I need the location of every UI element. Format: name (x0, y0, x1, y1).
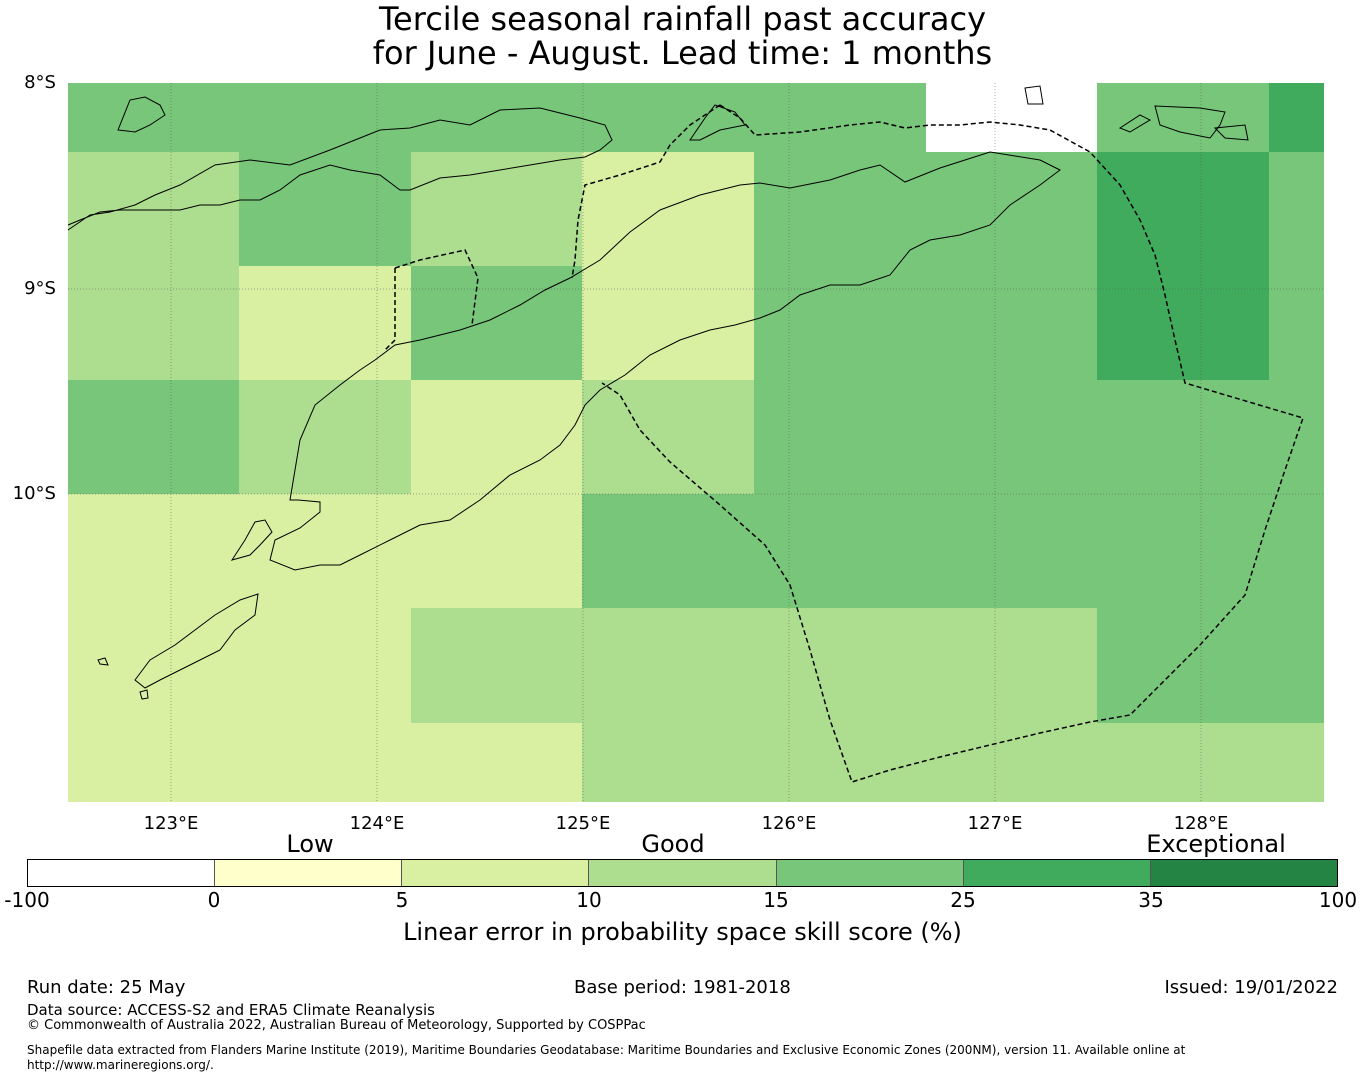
lon-label-128e: 128°E (1173, 813, 1229, 834)
grid-cell (239, 83, 411, 152)
colorbar-tick: 25 (950, 888, 976, 912)
coastline (67, 85, 1249, 700)
grid-cell (754, 608, 926, 723)
colorbar-segment (589, 860, 777, 886)
grid-cell (926, 380, 1097, 494)
copyright: © Commonwealth of Australia 2022, Austra… (27, 1018, 646, 1033)
grid-cell (1097, 152, 1269, 266)
grid-cell (1269, 83, 1324, 152)
shapefile-credit-line-1: Shapefile data extracted from Flanders M… (27, 1043, 1186, 1057)
colorbar-segment (28, 860, 216, 886)
grid-cell (1097, 83, 1269, 152)
grid-cell (754, 152, 926, 266)
grid-cell (411, 494, 582, 608)
lon-label-126e: 126°E (761, 813, 817, 834)
grid-cell (582, 608, 754, 723)
colorbar-tick: 0 (207, 888, 221, 912)
grid-cell (411, 152, 582, 266)
grid-cell (68, 266, 239, 380)
grid-cell (411, 723, 582, 802)
colorbar-label: Linear error in probability space skill … (403, 918, 962, 946)
grid-cell (754, 83, 926, 152)
grid-cell (1097, 266, 1269, 380)
grid-cell (754, 380, 926, 494)
skill-map (67, 83, 1324, 802)
category-low: Low (286, 830, 334, 858)
grid-cell (1269, 608, 1324, 723)
grid-cell (68, 608, 239, 723)
grid-cell (1269, 152, 1324, 266)
colorbar-segment (963, 860, 1151, 886)
grid-cell (68, 152, 239, 266)
grid-cell (411, 83, 582, 152)
grid-cell (582, 266, 754, 380)
graticule (68, 83, 1324, 802)
grid-cell (411, 266, 582, 380)
grid-cell (926, 608, 1097, 723)
grid-cell (1097, 494, 1269, 608)
grid-cell (1269, 723, 1324, 802)
colorbar-tick: -100 (4, 888, 50, 912)
grid-cell (926, 494, 1097, 608)
grid-cell (1097, 380, 1269, 494)
shapefile-credit-line-2: http://www.marineregions.org/. (27, 1058, 214, 1072)
colorbar-segment (1150, 860, 1337, 886)
grid-cell (239, 608, 411, 723)
lat-label-9s: 9°S (24, 278, 56, 299)
grid-cell (754, 494, 926, 608)
grid-cell (754, 266, 926, 380)
map-title-line-2: for June - August. Lead time: 1 months (372, 34, 993, 72)
grid-cell (926, 723, 1097, 802)
lat-label-8s: 8°S (24, 72, 56, 93)
grid-cell (1269, 494, 1324, 608)
grid-cell (411, 380, 582, 494)
colorbar-tick: 5 (395, 888, 409, 912)
grid-cell (582, 723, 754, 802)
skill-grid (68, 83, 1324, 802)
lon-label-123e: 123°E (143, 813, 199, 834)
grid-cell (582, 152, 754, 266)
grid-cell (68, 494, 239, 608)
grid-cell (1097, 608, 1269, 723)
grid-cell (754, 723, 926, 802)
data-source: Data source: ACCESS-S2 and ERA5 Climate … (27, 1001, 435, 1019)
colorbar (27, 859, 1338, 887)
grid-cell (1269, 266, 1324, 380)
grid-cell (68, 723, 239, 802)
run-date: Run date: 25 May (27, 977, 186, 998)
map-title-line-1: Tercile seasonal rainfall past accuracy (378, 0, 987, 38)
grid-cell (926, 83, 1097, 152)
grid-cell (926, 266, 1097, 380)
category-exceptional: Exceptional (1146, 830, 1286, 858)
maritime-boundary (384, 104, 1304, 783)
grid-cell (411, 608, 582, 723)
grid-cell (239, 266, 411, 380)
issued-date: Issued: 19/01/2022 (1164, 977, 1338, 998)
colorbar-segment (215, 860, 403, 886)
grid-cell (239, 380, 411, 494)
grid-cell (1097, 723, 1269, 802)
category-good: Good (641, 830, 705, 858)
colorbar-segment (776, 860, 964, 886)
grid-cell (582, 83, 754, 152)
colorbar-tick: 10 (576, 888, 602, 912)
grid-cell (926, 152, 1097, 266)
grid-cell (68, 380, 239, 494)
colorbar-tick: 100 (1318, 888, 1358, 912)
colorbar-segment (402, 860, 590, 886)
grid-cell (582, 380, 754, 494)
lon-label-125e: 125°E (555, 813, 611, 834)
grid-cell (239, 152, 411, 266)
colorbar-tick: 35 (1138, 888, 1164, 912)
lon-label-127e: 127°E (967, 813, 1023, 834)
grid-cell (239, 723, 411, 802)
lon-label-124e: 124°E (349, 813, 405, 834)
grid-cell (582, 494, 754, 608)
colorbar-tick: 15 (763, 888, 789, 912)
grid-cell (68, 83, 239, 152)
grid-cell (239, 494, 411, 608)
lat-label-10s: 10°S (12, 483, 56, 504)
base-period: Base period: 1981-2018 (574, 977, 791, 998)
